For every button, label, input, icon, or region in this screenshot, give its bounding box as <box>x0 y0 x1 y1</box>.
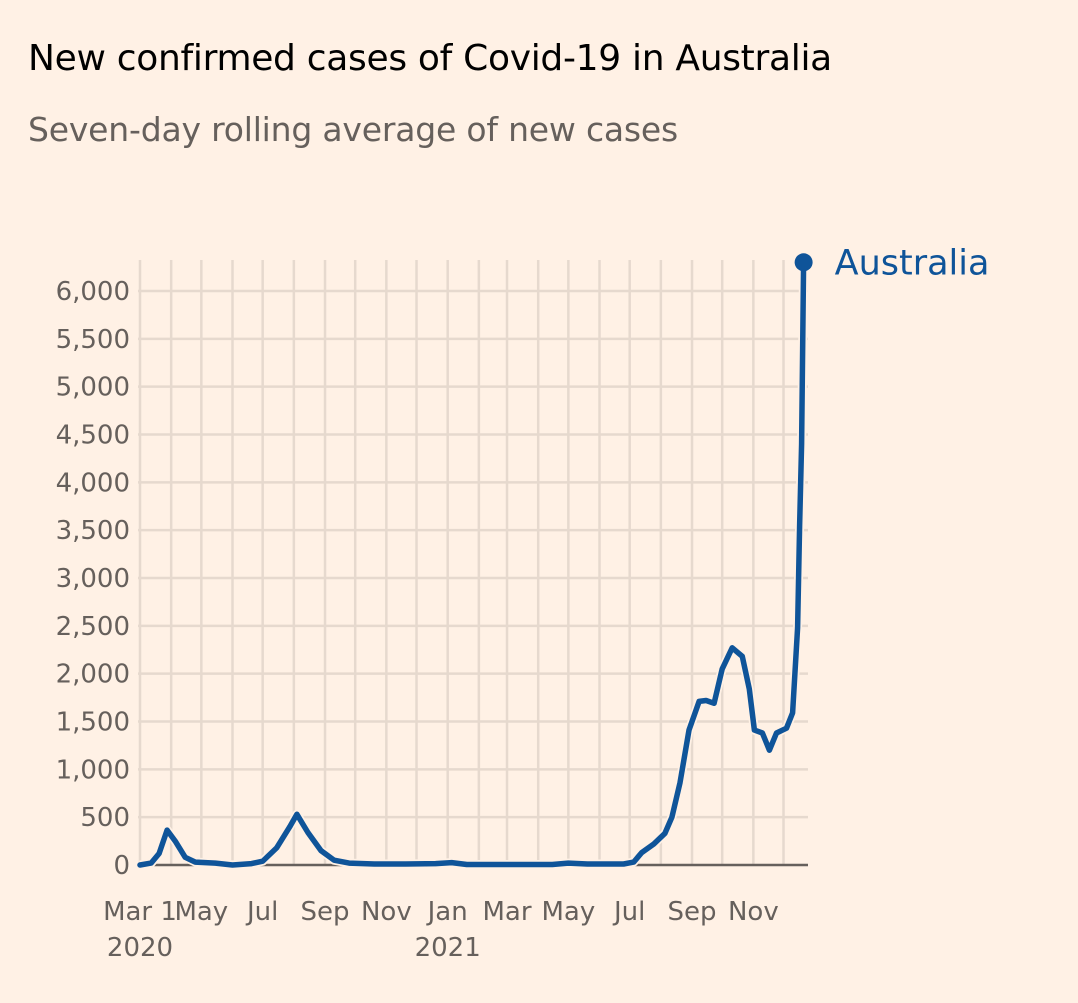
y-tick-label: 2,500 <box>56 612 130 642</box>
y-tick-label: 1,500 <box>56 708 130 738</box>
y-tick-label: 3,500 <box>56 516 130 546</box>
x-tick-label: Nov <box>361 897 412 927</box>
series-line-australia <box>137 259 807 868</box>
y-tick-label: 3,000 <box>56 564 130 594</box>
x-tick-label: Mar <box>482 897 531 927</box>
y-tick-label: 5,000 <box>56 373 130 403</box>
x-tick-year-label: 2021 <box>415 933 481 963</box>
y-tick-label: 5,500 <box>56 325 130 355</box>
series-end-marker <box>794 253 813 272</box>
y-tick-label: 0 <box>113 851 130 881</box>
y-tick-label: 500 <box>80 803 130 833</box>
x-tick-label: May <box>174 897 228 927</box>
y-tick-label: 6,000 <box>56 277 130 307</box>
y-tick-label: 4,000 <box>56 468 130 498</box>
x-tick-label: May <box>541 897 595 927</box>
x-tick-label: Sep <box>301 897 350 927</box>
x-tick-label: Jan <box>426 897 468 927</box>
y-tick-label: 1,000 <box>56 755 130 785</box>
chart-title: New confirmed cases of Covid-19 in Austr… <box>28 38 832 79</box>
chart-subtitle: Seven-day rolling average of new cases <box>28 110 679 149</box>
x-tick-label: Nov <box>728 897 779 927</box>
x-tick-label: Sep <box>668 897 717 927</box>
x-tick-year-label: 2020 <box>107 933 173 963</box>
y-tick-label: 2,000 <box>56 660 130 690</box>
x-tick-label: Jul <box>612 897 645 927</box>
x-tick-label: Mar 1 <box>103 897 177 927</box>
series-line-halo <box>139 262 809 870</box>
legend-label-australia: Australia <box>835 243 990 283</box>
y-tick-label: 4,500 <box>56 421 130 451</box>
x-tick-label: Jul <box>245 897 278 927</box>
